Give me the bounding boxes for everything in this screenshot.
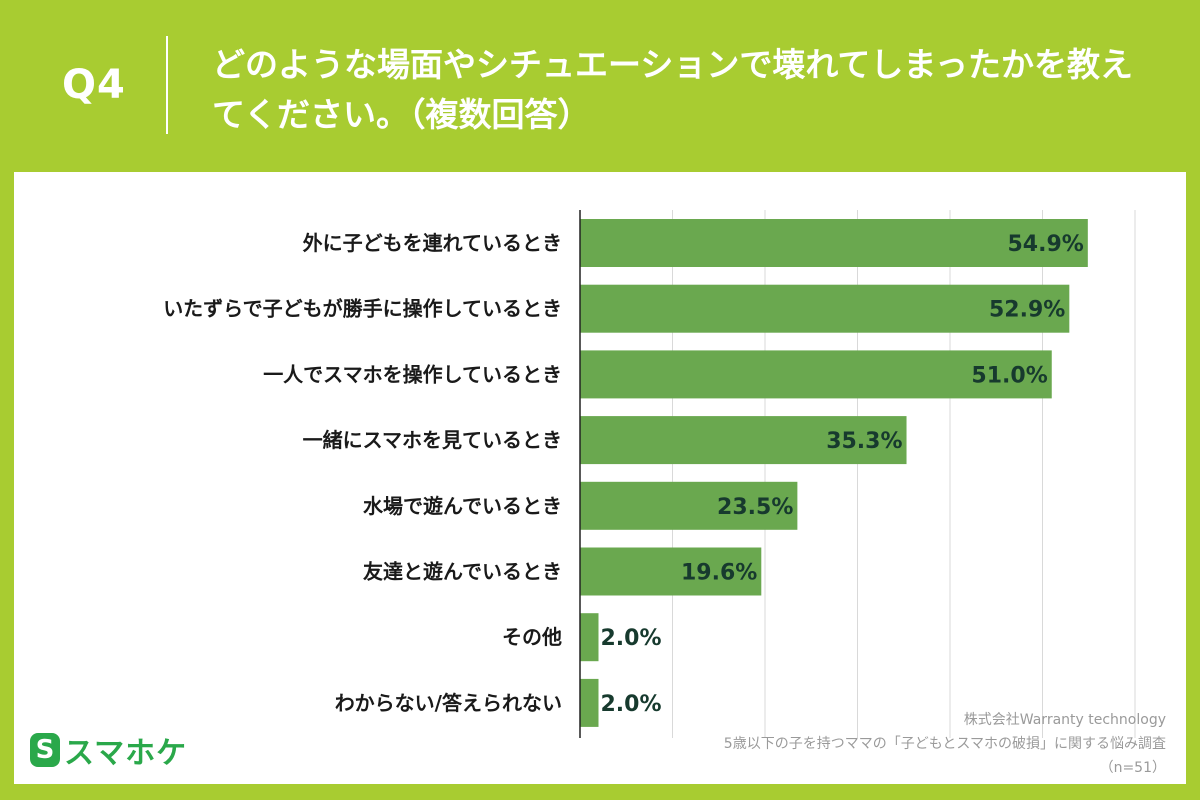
value-label: 2.0% <box>601 692 662 717</box>
chart-panel <box>14 172 1186 784</box>
header-divider <box>166 36 168 134</box>
bar <box>580 416 907 465</box>
bar <box>580 284 1070 333</box>
category-label: 水場で遊んでいるとき <box>363 494 562 518</box>
bar <box>580 613 599 662</box>
category-label: わからない/答えられない <box>335 691 562 715</box>
category-label: 一人でスマホを操作しているとき <box>263 362 562 386</box>
question-title: どのような場面やシチュエーションで壊れてしまったかを教えてください。（複数回答） <box>212 45 1134 134</box>
category-label: 外に子どもを連れているとき <box>303 231 562 255</box>
question-number: Q4 <box>62 62 126 108</box>
credit-survey: 5歳以下の子を持つママの「子どもとスマホの破損」に関する悩み調査 <box>723 736 1166 752</box>
labels: 外に子どもを連れているとき 54.9% いたずらで子どもが勝手に操作しているとき 52… <box>163 231 1084 717</box>
credit-sample: （n=51） <box>1099 760 1166 776</box>
value-label: 19.6% <box>681 561 757 586</box>
value-label: 23.5% <box>717 495 793 520</box>
value-label: 51.0% <box>971 363 1047 388</box>
bar <box>580 547 762 596</box>
credit-company: 株式会社Warranty technology <box>963 712 1166 728</box>
category-label: 一緒にスマホを見ているとき <box>303 428 562 452</box>
value-label: 52.9% <box>989 298 1065 323</box>
header: Q4 どのような場面やシチュエーションで壊れてしまったかを教えてください。（複数… <box>0 0 1200 170</box>
value-label: 54.9% <box>1007 232 1083 257</box>
bar <box>580 219 1088 267</box>
logo-mark-icon: S <box>30 733 60 767</box>
logo-text: スマホケ <box>64 736 188 771</box>
bar <box>580 481 798 530</box>
brand-logo: S スマホケ <box>30 728 187 772</box>
credits: 株式会社Warranty technology 5歳以下の子を持つママの「子ども… <box>724 708 1166 780</box>
category-label: 友達と遊んでいるとき <box>363 560 562 584</box>
category-label: いたずらで子どもが勝手に操作しているとき <box>163 297 562 321</box>
value-label: 2.0% <box>601 626 662 651</box>
bars <box>580 219 1088 727</box>
bar <box>580 678 599 727</box>
value-label: 35.3% <box>826 429 902 454</box>
bar <box>580 350 1052 399</box>
category-label: その他 <box>502 625 562 649</box>
